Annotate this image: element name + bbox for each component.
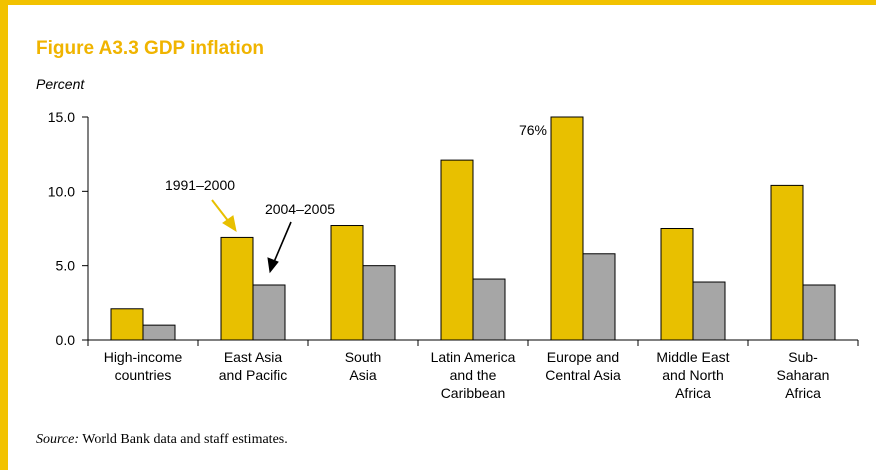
bar-series2: [472, 278, 506, 341]
bar-series2: [142, 324, 176, 341]
bar-series1: [440, 159, 474, 341]
x-category-label: Asia: [349, 367, 376, 383]
y-tick-label: 15.0: [48, 109, 75, 125]
figure-title: Figure A3.3 GDP inflation: [36, 38, 265, 59]
x-category-label: Africa: [675, 385, 711, 401]
callout-arrow-series2: [273, 221, 292, 263]
bar-series1: [330, 225, 364, 341]
bar-series1: [660, 228, 694, 341]
source-text: World Bank data and staff estimates.: [79, 432, 288, 447]
x-category-label: Latin America: [431, 349, 516, 365]
bar-series2: [252, 284, 286, 341]
bar-series2: [362, 265, 396, 341]
x-category-label: and the: [450, 367, 497, 383]
x-category-label: Saharan: [777, 367, 830, 383]
x-category-label: High-income: [104, 349, 183, 365]
bar-series2: [582, 253, 616, 341]
y-tick-label: 10.0: [48, 183, 75, 199]
bar-series1: [770, 184, 804, 341]
x-category-label: and North: [662, 367, 723, 383]
callout-label-series1: 1991–2000: [165, 177, 235, 193]
bar-series1: [110, 308, 144, 341]
x-category-label: Middle East: [656, 349, 729, 365]
x-category-label: South: [345, 349, 382, 365]
bar-series2: [692, 281, 726, 341]
bar-series1: [220, 236, 254, 341]
x-category-label: Sub-: [788, 349, 818, 365]
y-tick-label: 5.0: [56, 258, 76, 274]
source-label: Source:: [36, 432, 80, 447]
x-category-label: countries: [115, 367, 172, 383]
x-category-label: Africa: [785, 385, 821, 401]
bar-series1: [550, 116, 584, 341]
x-category-label: Europe and: [547, 349, 619, 365]
source-note: Source: World Bank data and staff estima…: [36, 432, 288, 448]
callout-arrowhead-series1: [222, 215, 237, 233]
bar-series2: [802, 284, 836, 341]
x-category-label: East Asia: [224, 349, 283, 365]
x-category-label: Central Asia: [545, 367, 621, 383]
x-category-label: Caribbean: [441, 385, 506, 401]
y-axis-unit-label: Percent: [36, 76, 85, 92]
callout-arrow-series1: [211, 199, 230, 223]
overflow-value-label: 76%: [519, 122, 547, 138]
callout-arrowhead-series2: [267, 257, 279, 274]
callout-label-series2: 2004–2005: [265, 201, 335, 217]
x-category-label: and Pacific: [219, 367, 287, 383]
y-tick-label: 0.0: [56, 332, 76, 348]
